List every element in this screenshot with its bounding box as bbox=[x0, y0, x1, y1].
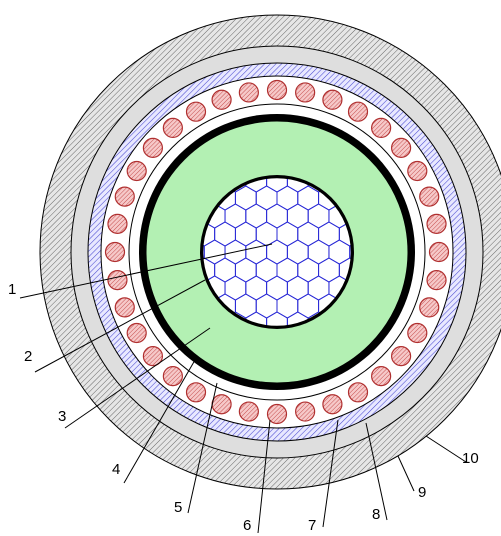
screen-wire bbox=[426, 213, 447, 234]
screen-wire bbox=[107, 270, 128, 291]
screen-wire bbox=[162, 117, 183, 139]
screen-wire bbox=[162, 366, 183, 387]
screen-wire bbox=[371, 366, 392, 387]
screen-wire bbox=[426, 270, 447, 291]
callout-label-1: 1 bbox=[8, 281, 16, 298]
screen-wire bbox=[295, 401, 316, 422]
screen-wire bbox=[142, 137, 163, 158]
screen-wire bbox=[322, 89, 343, 110]
screen-wires-ring bbox=[104, 79, 450, 425]
callout-label-9: 9 bbox=[418, 484, 426, 501]
leader-line-9 bbox=[397, 455, 415, 492]
callout-label-3: 3 bbox=[58, 408, 66, 425]
screen-wire bbox=[238, 401, 259, 422]
screen-wire bbox=[104, 241, 126, 263]
screen-wire bbox=[114, 186, 135, 207]
screen-wire bbox=[107, 213, 128, 234]
screen-wire bbox=[295, 82, 316, 103]
leader-line-5 bbox=[187, 382, 218, 514]
screen-wire bbox=[126, 160, 147, 182]
screen-wire bbox=[428, 241, 450, 263]
callout-label-10: 10 bbox=[462, 450, 479, 467]
leader-line-6 bbox=[257, 419, 271, 534]
screen-wire bbox=[407, 160, 428, 182]
leader-line-4 bbox=[123, 359, 196, 484]
screen-wire bbox=[211, 89, 232, 110]
callout-labels: 1 2 3 4 5 6 7 8 9 10 bbox=[8, 281, 479, 534]
screen-wire bbox=[419, 186, 440, 207]
leader-line-7 bbox=[322, 419, 339, 528]
callout-label-4: 4 bbox=[112, 461, 120, 478]
callout-leaders bbox=[19, 243, 467, 534]
screen-wire bbox=[126, 322, 147, 344]
screen-wire bbox=[391, 137, 412, 158]
conductor-hex-mesh bbox=[202, 177, 352, 327]
screen-wire bbox=[266, 79, 288, 101]
screen-wire bbox=[142, 346, 163, 367]
screen-wire bbox=[391, 346, 412, 367]
leader-line-2 bbox=[34, 279, 206, 373]
conductor-strand-cell bbox=[349, 239, 352, 265]
screen-wire bbox=[211, 394, 232, 415]
screen-wire bbox=[185, 101, 207, 122]
callout-label-2: 2 bbox=[24, 348, 32, 365]
leader-line-3 bbox=[64, 327, 211, 429]
screen-wire bbox=[238, 82, 259, 103]
screen-wire bbox=[347, 101, 369, 122]
conductor-core bbox=[202, 177, 352, 327]
leader-line-8 bbox=[365, 422, 388, 521]
screen-wire bbox=[419, 297, 440, 318]
callout-label-6: 6 bbox=[243, 517, 251, 534]
screen-wire bbox=[371, 117, 392, 139]
callout-label-8: 8 bbox=[372, 506, 380, 523]
screen-wire bbox=[266, 403, 288, 425]
screen-wire bbox=[114, 297, 135, 318]
leader-line-10 bbox=[425, 435, 467, 463]
screen-wire bbox=[407, 322, 428, 344]
callout-label-7: 7 bbox=[308, 517, 316, 534]
screen-wire bbox=[347, 382, 369, 403]
leader-line-1 bbox=[19, 243, 273, 299]
screen-wire bbox=[185, 382, 207, 403]
callout-label-5: 5 bbox=[174, 499, 182, 516]
screen-wire bbox=[322, 394, 343, 415]
